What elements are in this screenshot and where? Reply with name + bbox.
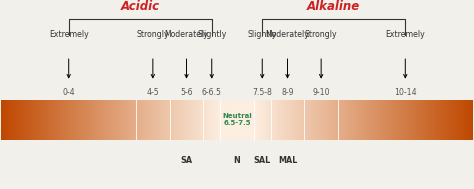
Text: Neutral
6.5-7.5: Neutral 6.5-7.5 xyxy=(222,113,252,126)
Text: Alkaline: Alkaline xyxy=(307,0,360,13)
Text: SAL: SAL xyxy=(254,156,271,165)
Text: Strongly: Strongly xyxy=(137,29,169,39)
Text: 4-5: 4-5 xyxy=(146,88,159,97)
Text: 7.5-8: 7.5-8 xyxy=(252,88,272,97)
Text: Moderately: Moderately xyxy=(164,29,209,39)
Text: Extremely: Extremely xyxy=(385,29,425,39)
Text: 0-4: 0-4 xyxy=(63,88,75,97)
Text: Extremely: Extremely xyxy=(49,29,89,39)
Text: N: N xyxy=(234,156,240,165)
Text: 10-14: 10-14 xyxy=(394,88,417,97)
Text: 8-9: 8-9 xyxy=(281,88,294,97)
Text: 6-6.5: 6-6.5 xyxy=(202,88,222,97)
Text: Slightly: Slightly xyxy=(247,29,277,39)
Text: Slightly: Slightly xyxy=(197,29,227,39)
Text: Moderately: Moderately xyxy=(265,29,310,39)
Text: 9-10: 9-10 xyxy=(312,88,330,97)
Text: SA: SA xyxy=(181,156,192,165)
Text: Strongly: Strongly xyxy=(305,29,337,39)
Text: MAL: MAL xyxy=(278,156,297,165)
Text: 5-6: 5-6 xyxy=(180,88,193,97)
Text: Acidic: Acidic xyxy=(121,0,160,13)
